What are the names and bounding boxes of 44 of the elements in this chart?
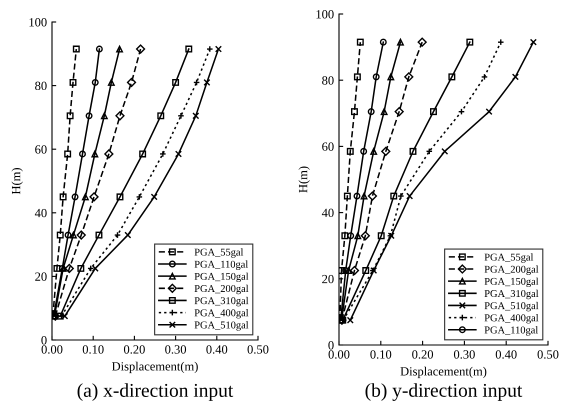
legend-label: PGA_110gal bbox=[194, 260, 248, 270]
legend-label: PGA_110gal bbox=[484, 326, 538, 336]
x-axis-title: Displacement(m) bbox=[400, 366, 486, 378]
x-tick-label: 0.00 bbox=[328, 350, 350, 359]
legend-label: PGA_200gal bbox=[194, 284, 248, 294]
legend-label: PGA_55gal bbox=[194, 248, 244, 258]
x-tick-label: 0.50 bbox=[248, 345, 268, 354]
x-tick-label: 0.10 bbox=[82, 345, 104, 354]
y-tick-label: 100 bbox=[316, 10, 334, 18]
y-tick-label: 100 bbox=[29, 18, 47, 26]
y-tick-label: 20 bbox=[35, 272, 47, 281]
x-axis-title: Displacement(m) bbox=[112, 362, 198, 374]
legend-label: PGA_55gal bbox=[484, 253, 534, 263]
legend-label: PGA_510gal bbox=[484, 302, 538, 312]
x-tick-label: 0.30 bbox=[454, 350, 475, 359]
x-tick-label: 0.40 bbox=[496, 350, 517, 359]
x-tick-label: 0.00 bbox=[42, 345, 62, 354]
y-tick-label: 40 bbox=[322, 208, 334, 218]
x-tick-label: 0.40 bbox=[206, 345, 228, 354]
legend-label: PGA_150gal bbox=[194, 272, 248, 282]
y-axis-title: H(m) bbox=[11, 168, 23, 194]
x-tick-label: 0.20 bbox=[412, 350, 434, 359]
y-axis-title: H(m) bbox=[298, 166, 310, 193]
y-tick-label: 40 bbox=[34, 208, 47, 218]
y-tick-label: 20 bbox=[322, 274, 334, 284]
text: (b) y-direction input bbox=[366, 383, 522, 401]
legend-label: PGA_400gal bbox=[484, 314, 538, 324]
x-tick-label: 0.50 bbox=[538, 350, 558, 359]
y-tick-label: 80 bbox=[322, 76, 334, 85]
text: (a) x-direction input bbox=[78, 383, 234, 401]
legend-label: PGA_200gal bbox=[484, 265, 538, 275]
legend-label: PGA_310gal bbox=[484, 290, 538, 300]
x-tick-label: 0.30 bbox=[165, 345, 186, 354]
y-tick-label: 60 bbox=[35, 145, 47, 154]
y-tick-label: 0 bbox=[328, 341, 334, 350]
y-tick-label: 0 bbox=[41, 336, 47, 344]
legend-label: PGA_150gal bbox=[484, 278, 538, 288]
y-tick-label: 80 bbox=[35, 82, 47, 90]
legend-label: PGA_400gal bbox=[194, 309, 248, 318]
x-tick-label: 0.20 bbox=[124, 345, 145, 354]
x-tick-label: 0.10 bbox=[370, 350, 392, 359]
legend-label: PGA_510gal bbox=[194, 321, 248, 331]
legend-label: PGA_310gal bbox=[194, 296, 248, 306]
y-tick-label: 60 bbox=[322, 142, 334, 151]
